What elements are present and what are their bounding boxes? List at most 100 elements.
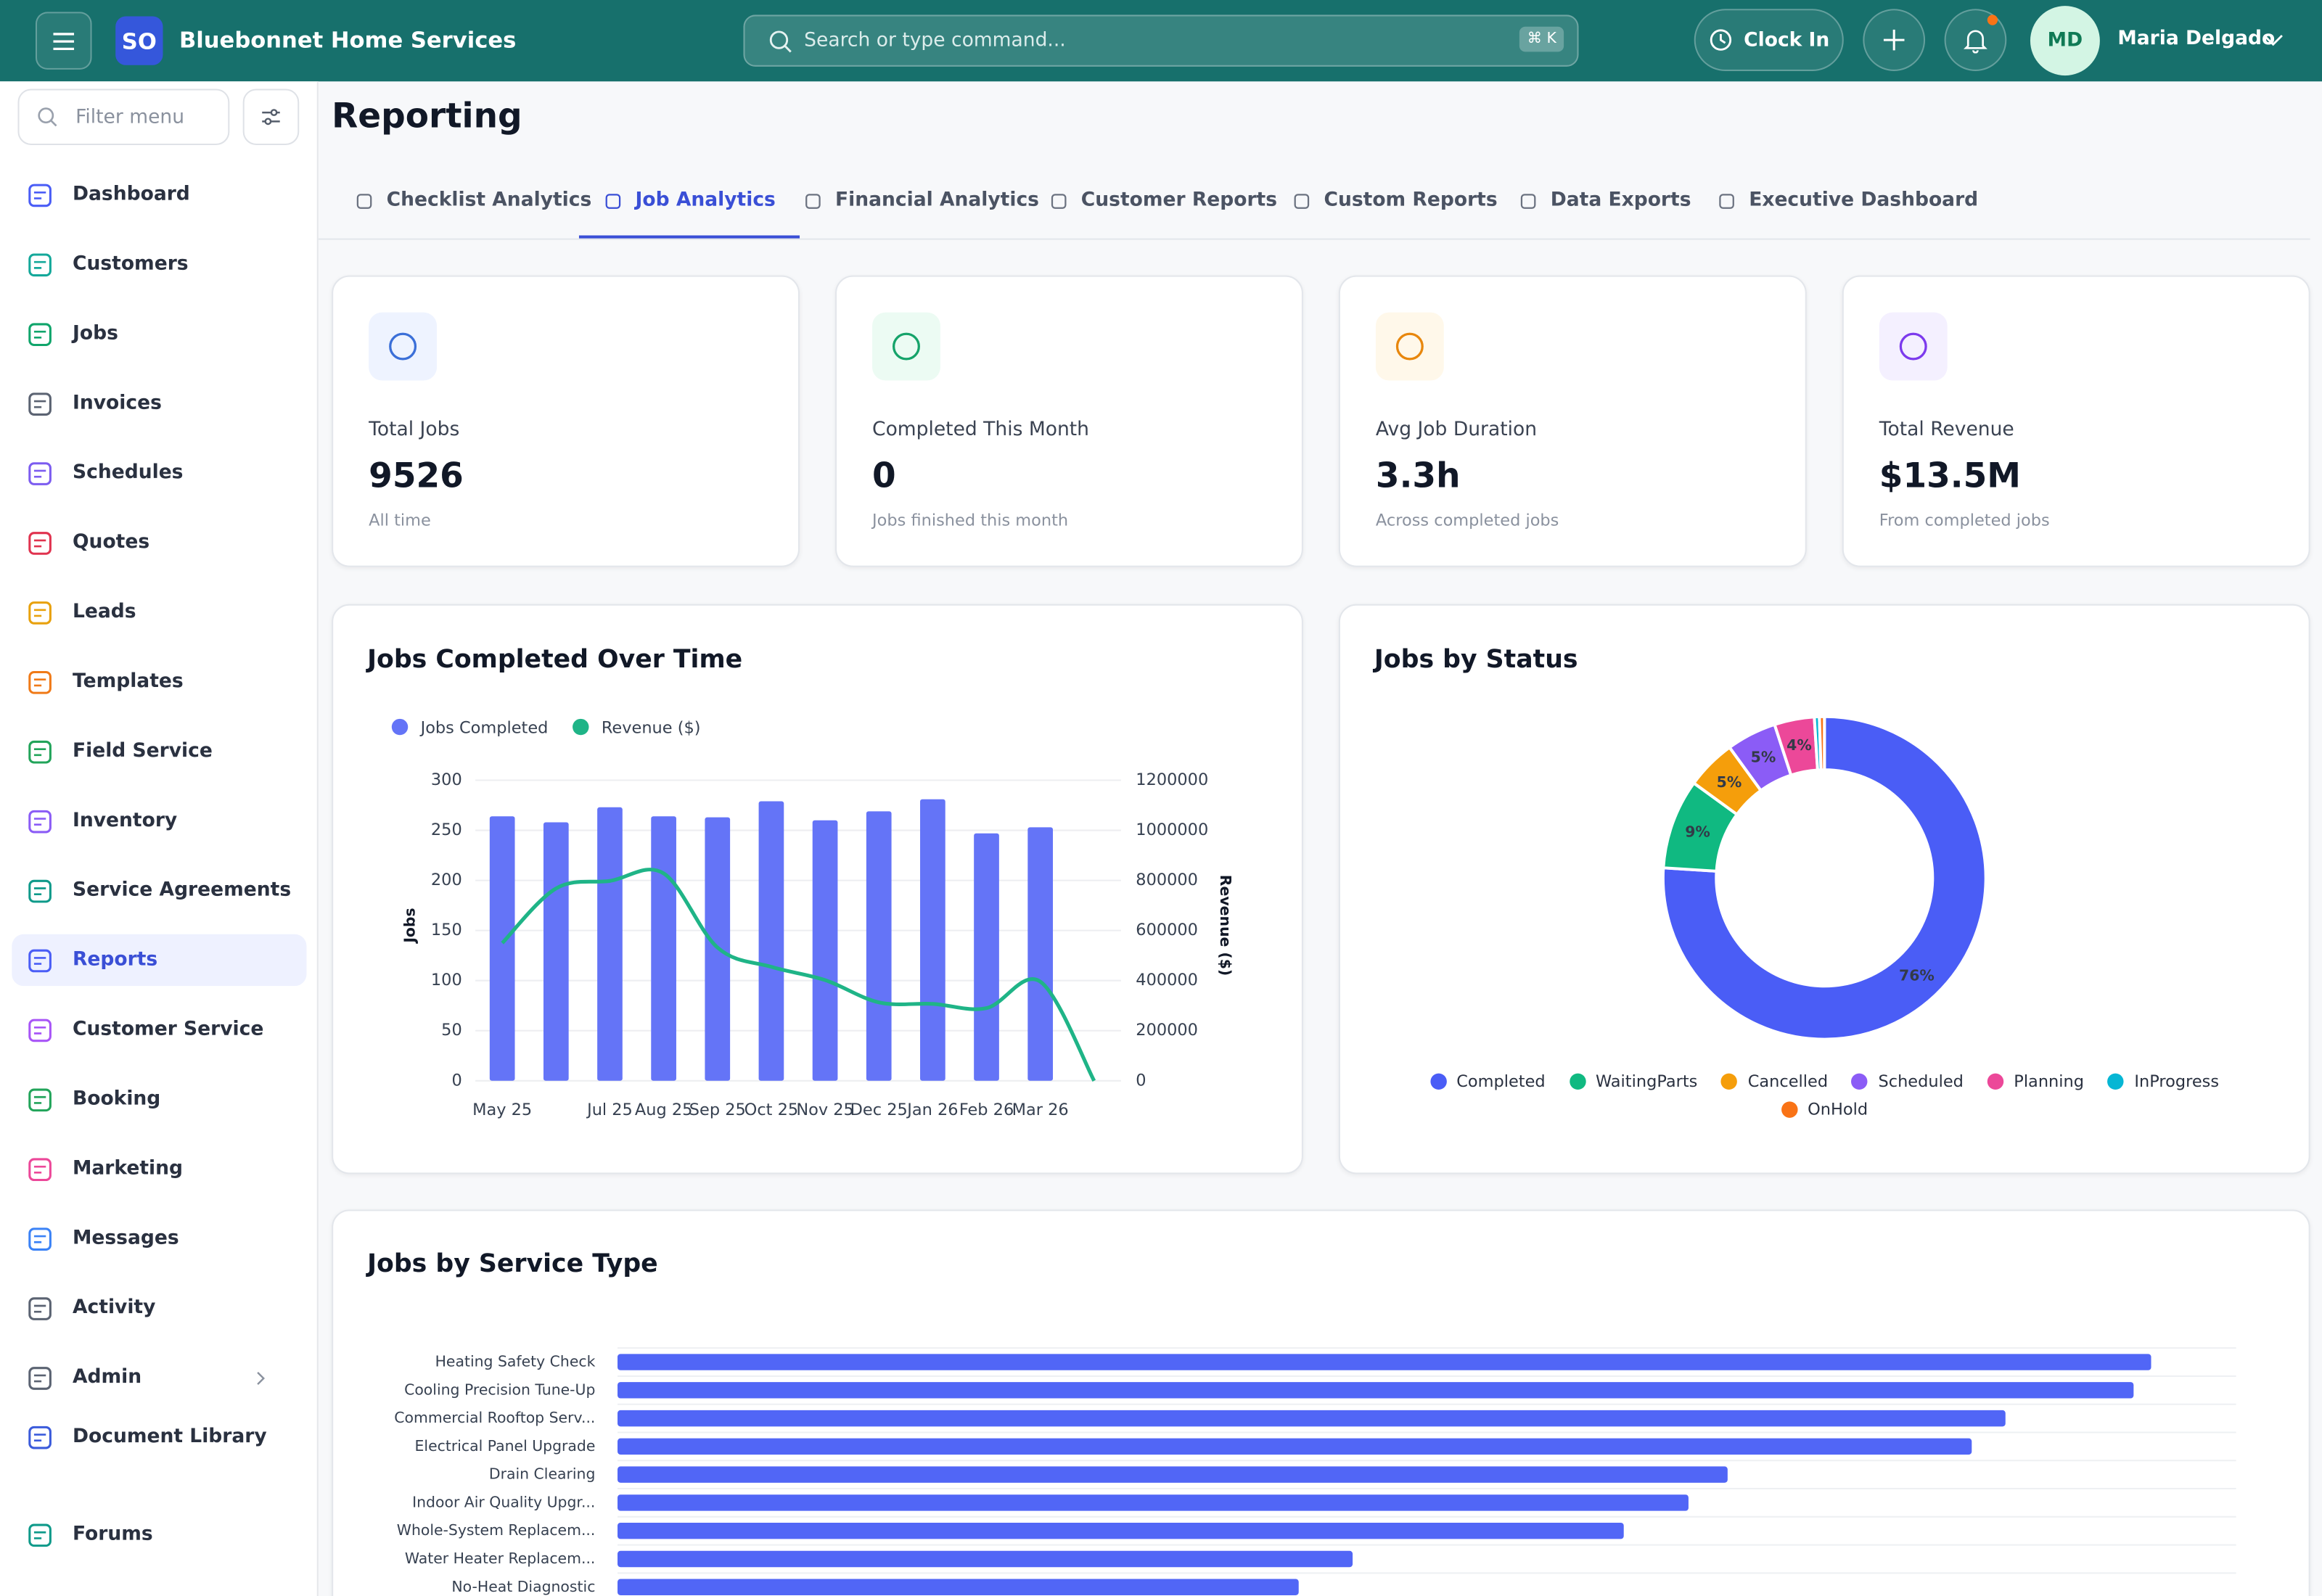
tab-label: Financial Analytics: [835, 189, 1039, 212]
nav-item[interactable]: Templates: [12, 656, 306, 707]
nav-item[interactable]: Quotes: [12, 517, 306, 568]
tab-underline: [578, 235, 800, 239]
nav-icon-detail: [33, 1234, 46, 1243]
nav-item[interactable]: Messages: [12, 1212, 306, 1264]
nav-icon-shape: [28, 1087, 52, 1111]
legend-swatch: [1721, 1073, 1738, 1090]
jobs-over-time-card: [332, 604, 1303, 1175]
nav-item[interactable]: Customers: [12, 239, 306, 290]
nav-label: Schedules: [72, 461, 184, 485]
nav-icon-detail: [33, 747, 46, 756]
nav-icon-shape: [28, 1227, 52, 1250]
tab[interactable]: Financial Analytics: [804, 189, 1039, 239]
nav-icon-shape: [28, 1018, 52, 1042]
nav-icon: [28, 670, 52, 694]
app-name: Bluebonnet Home Services: [179, 26, 517, 54]
kpi-icon-box: [369, 312, 438, 381]
nav-icon-shape: [28, 601, 52, 624]
kpi-value: 3.3h: [1375, 457, 1461, 496]
nav-icon: [28, 739, 52, 763]
nav-item[interactable]: Document Library: [12, 1411, 306, 1463]
legend-swatch: [2107, 1073, 2125, 1090]
nav-item[interactable]: Invoices: [12, 377, 306, 429]
tab[interactable]: Executive Dashboard: [1718, 189, 1978, 239]
kpi-note: Jobs finished this month: [872, 511, 1069, 530]
nav-item[interactable]: Marketing: [12, 1143, 306, 1195]
nav-label: Service Agreements: [72, 879, 292, 902]
nav-item[interactable]: Inventory: [12, 795, 306, 847]
nav-label: Activity: [72, 1296, 156, 1320]
nav-icon-detail: [33, 1025, 46, 1034]
nav-item[interactable]: Schedules: [12, 447, 306, 498]
legend-label: InProgress: [2134, 1071, 2220, 1092]
tab-icon-shape: [356, 194, 372, 209]
tab[interactable]: Data Exports: [1519, 189, 1691, 239]
avatar[interactable]: MD: [2030, 6, 2100, 76]
kpi-note: From completed jobs: [1879, 511, 2050, 530]
legend-swatch: [1569, 1073, 1585, 1090]
nav-icon-detail: [33, 887, 46, 894]
nav-icon: [28, 1366, 52, 1389]
nav-item[interactable]: Jobs: [12, 308, 306, 359]
nav-icon-shape: [28, 531, 52, 554]
kpi-icon: [1395, 332, 1424, 361]
nav-item[interactable]: Activity: [12, 1282, 306, 1333]
filter-input[interactable]: Filter menu: [17, 89, 230, 145]
clock-in-button[interactable]: Clock In: [1694, 9, 1844, 71]
nav-icon-detail: [33, 260, 46, 268]
user-name[interactable]: Maria Delgado: [2117, 28, 2276, 51]
kpi-icon-box: [872, 312, 940, 381]
kpi-card: Completed This Month 0 Jobs finished this …: [835, 275, 1303, 567]
kpi-value: $13.5M: [1879, 457, 2021, 496]
nav-icon-detail: [33, 956, 46, 964]
filter-settings-button[interactable]: [242, 89, 300, 145]
nav-item[interactable]: Customer Service: [12, 1004, 306, 1056]
nav-label: Inventory: [72, 810, 178, 832]
nav-item[interactable]: Reports: [12, 934, 307, 987]
tab[interactable]: Custom Reports: [1293, 189, 1498, 239]
notifications-button[interactable]: [1944, 9, 2007, 71]
tab-icon: [1294, 194, 1310, 209]
clock-in-label: Clock In: [1744, 28, 1830, 52]
tab[interactable]: Checklist Analytics: [356, 189, 591, 239]
nav-item[interactable]: Service Agreements: [12, 865, 306, 916]
tab-icon-shape: [605, 194, 621, 209]
add-button[interactable]: [1863, 9, 1926, 71]
nav-item[interactable]: Leads: [12, 586, 306, 638]
nav-icon-detail: [33, 1304, 46, 1312]
nav-icon-shape: [28, 1157, 52, 1181]
tab-icon-shape: [1719, 194, 1734, 209]
kpi-note: Across completed jobs: [1375, 511, 1559, 530]
tab-label: Executive Dashboard: [1749, 189, 1979, 212]
tab-icon-shape: [805, 194, 821, 209]
kpi-icon-shape: [1899, 332, 1927, 361]
nav-icon: [28, 183, 52, 207]
nav-icon-shape: [28, 392, 52, 415]
nav-label: Templates: [72, 670, 184, 694]
nav-item[interactable]: Booking: [12, 1074, 306, 1125]
nav-icon: [28, 879, 52, 902]
search-box[interactable]: Search or type command... ⌘ K: [743, 15, 1579, 67]
menu-button[interactable]: [35, 12, 92, 70]
legend-item: WaitingParts: [1569, 1072, 1697, 1091]
nav-icon: [28, 809, 52, 833]
tab-label: Job Analytics: [635, 189, 776, 212]
tab[interactable]: Customer Reports: [1050, 189, 1277, 239]
nav-item[interactable]: Dashboard: [12, 169, 306, 221]
tab-icon-shape: [1294, 194, 1310, 209]
kpi-icon-box: [1879, 312, 1948, 381]
nav-item[interactable]: Admin: [12, 1352, 306, 1403]
nav-icon: [28, 1523, 52, 1547]
nav-chevron: [257, 1370, 265, 1385]
nav-icon-detail: [33, 469, 46, 477]
nav-label: Reports: [72, 949, 158, 971]
kpi-card: Total Revenue $13.5M From completed jobs: [1842, 275, 2310, 567]
tab[interactable]: Job Analytics: [578, 189, 800, 239]
nav-item[interactable]: Field Service: [12, 725, 306, 777]
nav-label: Invoices: [72, 392, 162, 415]
user-chevron: [2263, 34, 2283, 46]
nav-item[interactable]: Forums: [12, 1509, 306, 1560]
kpi-icon: [389, 332, 417, 361]
search-icon: [769, 30, 792, 52]
